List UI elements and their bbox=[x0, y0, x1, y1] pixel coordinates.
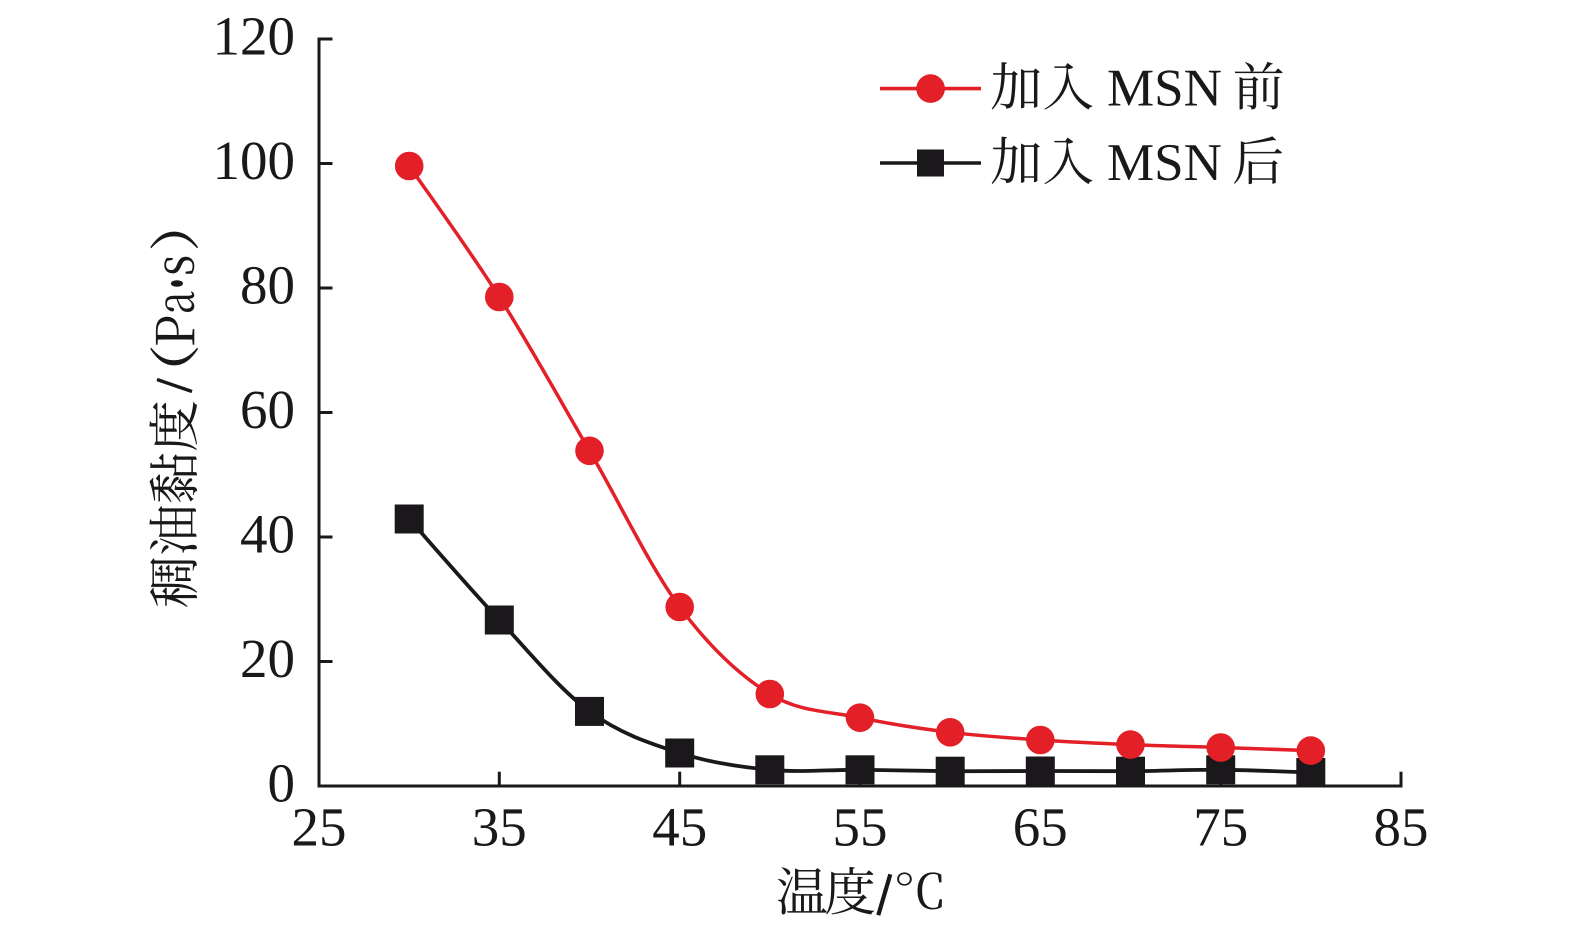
svg-text:35: 35 bbox=[472, 796, 527, 857]
svg-text:85: 85 bbox=[1374, 796, 1429, 857]
svg-text:MSN: MSN bbox=[1107, 134, 1222, 192]
svg-text:MSN: MSN bbox=[1107, 60, 1222, 118]
svg-text:45: 45 bbox=[652, 796, 707, 857]
svg-text:20: 20 bbox=[240, 628, 295, 689]
svg-text:25: 25 bbox=[292, 796, 347, 857]
svg-text:40: 40 bbox=[240, 504, 295, 565]
svg-text:80: 80 bbox=[240, 255, 295, 316]
svg-text:120: 120 bbox=[213, 6, 296, 67]
svg-text:75: 75 bbox=[1193, 796, 1248, 857]
svg-text:55: 55 bbox=[833, 796, 888, 857]
svg-text:100: 100 bbox=[213, 130, 296, 191]
svg-text:65: 65 bbox=[1013, 796, 1068, 857]
svg-text:60: 60 bbox=[240, 379, 295, 440]
svg-text:0: 0 bbox=[268, 753, 296, 814]
